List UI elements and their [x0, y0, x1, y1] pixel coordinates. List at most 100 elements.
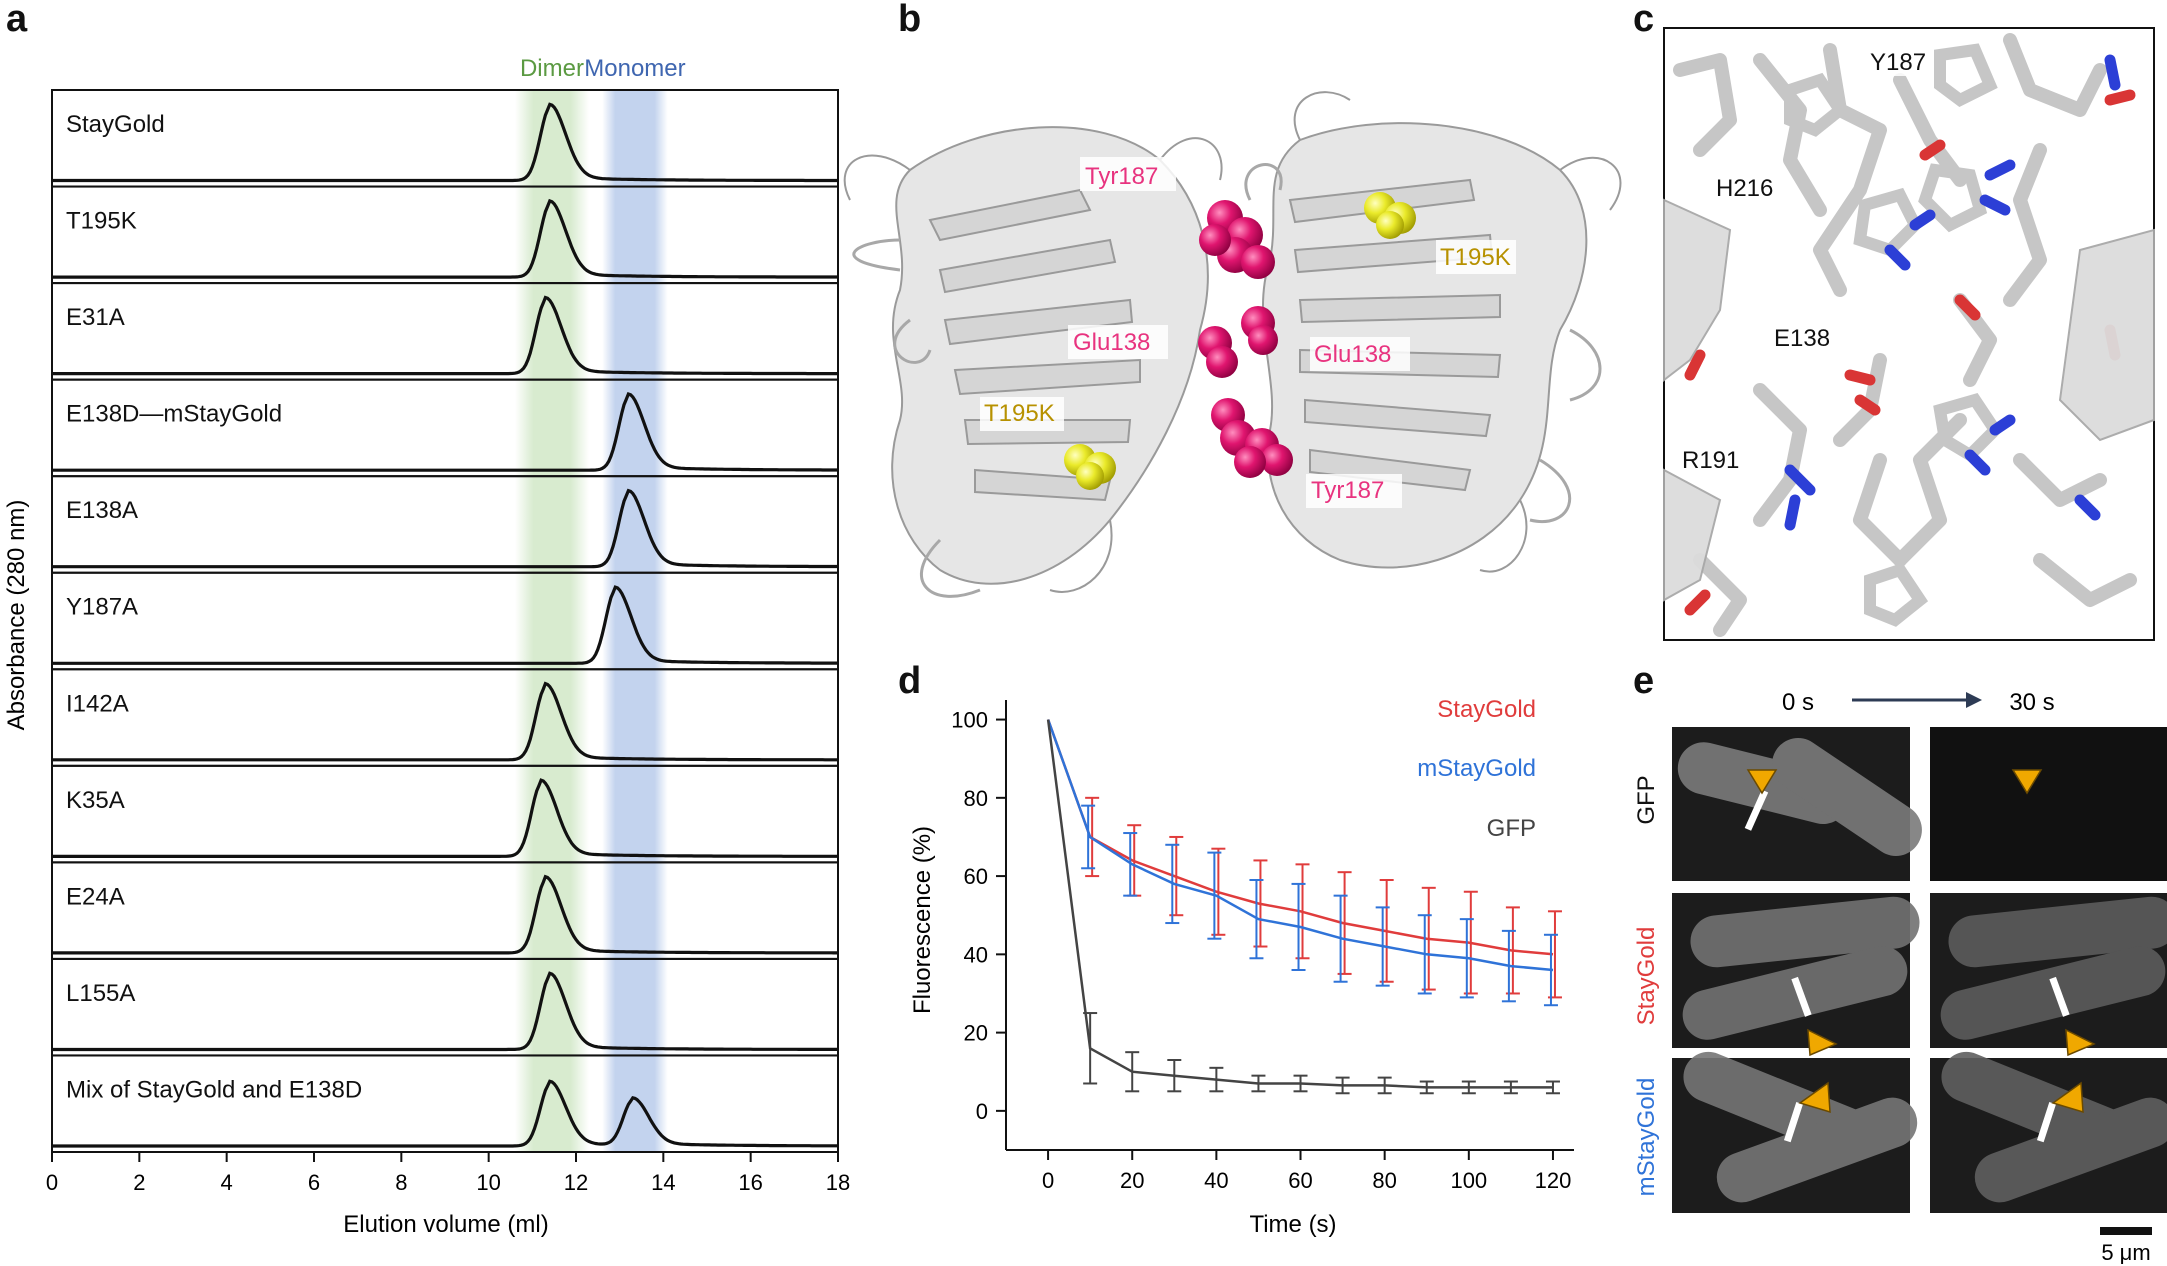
- trace-frame: [51, 957, 839, 1057]
- x-tick-label: 60: [1288, 1168, 1312, 1193]
- panel-c-closeup: Y187 H216 E138 R191: [1663, 27, 2155, 641]
- trace-label: Y187A: [66, 594, 138, 621]
- micrograph-staygold-0s: [1672, 893, 1920, 1057]
- scale-bar: [2100, 1227, 2152, 1235]
- tyr187-spheres-bottom: [1211, 398, 1293, 478]
- panel-a-xlabel: Elution volume (ml): [343, 1211, 548, 1238]
- glu138-spheres: [1198, 306, 1278, 378]
- svg-text:Y187: Y187: [1870, 49, 1926, 76]
- trace-label: E24A: [66, 883, 125, 910]
- x-tick-label: 8: [395, 1170, 407, 1195]
- svg-text:R191: R191: [1682, 447, 1739, 474]
- arrow-marker: [1746, 769, 1778, 795]
- band-dimer: [514, 90, 590, 1152]
- panel-b-structure: Tyr187 T195K Glu138 Glu138 T195K Tyr187: [843, 91, 1622, 598]
- row-label-staygold: StayGold: [1633, 927, 1660, 1026]
- x-tick-label: 6: [308, 1170, 320, 1195]
- x-tick-label: 4: [221, 1170, 233, 1195]
- trace-label: T195K: [66, 208, 137, 235]
- protein-ribbon-right: [1262, 91, 1622, 573]
- trace-frame: [51, 185, 839, 285]
- micrograph-gfp-0s: [1672, 727, 1922, 881]
- x-tick-label: 16: [738, 1170, 762, 1195]
- svg-text:Glu138: Glu138: [1073, 329, 1150, 356]
- y-tick-label: 100: [951, 708, 988, 733]
- time-arrowhead: [1966, 692, 1982, 708]
- micrograph-gfp-30s: [1930, 727, 2167, 881]
- residue-labels-c: Y187 H216 E138 R191: [1676, 44, 1932, 475]
- trace-frame: [51, 668, 839, 767]
- residue-label-tyr187-bottom: Tyr187: [1306, 474, 1402, 508]
- trace-line: [52, 391, 838, 472]
- trace-frame: [51, 282, 839, 381]
- series-mstaygold: [1046, 719, 1558, 1007]
- trace-line: [52, 681, 838, 762]
- trace-frame: [51, 475, 839, 574]
- trace-label: E138A: [66, 497, 138, 524]
- trace-line: [52, 198, 838, 279]
- svg-text:Tyr187: Tyr187: [1085, 163, 1158, 190]
- scale-bar-label: 5 μm: [2101, 1240, 2150, 1265]
- x-tick-label: 2: [133, 1170, 145, 1195]
- arrow-marker: [1807, 1028, 1838, 1057]
- svg-text:T195K: T195K: [1440, 244, 1511, 271]
- panel-e-micrographs: 0 s 30 s GFP StayGold mStayGold: [1633, 689, 2167, 1265]
- y-tick-label: 40: [964, 942, 988, 967]
- row-label-mstaygold: mStayGold: [1633, 1078, 1660, 1197]
- x-tick-label: 40: [1204, 1168, 1228, 1193]
- residue-label-tyr187-top: Tyr187: [1080, 157, 1176, 191]
- micrograph-mstaygold-0s: [1672, 1051, 1918, 1213]
- legend-gfp: GFP: [1487, 815, 1536, 842]
- legend-mstaygold: mStayGold: [1417, 755, 1536, 782]
- trace-label: I142A: [66, 690, 129, 717]
- y-tick-label: 0: [976, 1099, 988, 1124]
- x-tick-label: 0: [46, 1170, 58, 1195]
- x-tick-label: 20: [1120, 1168, 1144, 1193]
- legend-staygold: StayGold: [1437, 696, 1536, 723]
- micrograph-mstaygold-30s: [1930, 1051, 2167, 1213]
- y-tick-label: 60: [964, 864, 988, 889]
- svg-text:T195K: T195K: [984, 400, 1055, 427]
- svg-text:H216: H216: [1716, 175, 1773, 202]
- residue-label-glu138-left: Glu138: [1068, 325, 1168, 359]
- arrow-marker: [2051, 1081, 2084, 1114]
- x-tick-label: 10: [476, 1170, 500, 1195]
- arrow-marker: [2011, 769, 2043, 795]
- trace-label: E31A: [66, 304, 125, 331]
- sticks-nitrogen: [1784, 54, 2121, 531]
- time-end-label: 30 s: [2009, 689, 2054, 716]
- protein-loops: [852, 163, 1602, 598]
- trace-label: Mix of StayGold and E138D: [66, 1076, 362, 1103]
- micrograph-staygold-30s: [1930, 893, 2167, 1057]
- series-gfp: [1046, 719, 1560, 1095]
- x-tick-label: 120: [1535, 1168, 1572, 1193]
- panel-d-photobleaching-chart: 0 20 40 60 80 100 0 20 40 60 80 100 120 StayGold mSta…: [909, 696, 1574, 1238]
- x-tick-label: 12: [564, 1170, 588, 1195]
- trace-line: [52, 971, 838, 1052]
- trace-line: [52, 1079, 838, 1148]
- series-line: [1046, 719, 1554, 972]
- arrow-marker: [1798, 1081, 1831, 1114]
- x-tick-label: 14: [651, 1170, 675, 1195]
- arrow-marker: [2065, 1028, 2096, 1057]
- panel-a-chromatograms: Dimer Monomer StayGold T195K E31A E138D—mSta…: [3, 55, 850, 1238]
- x-tick-label: 0: [1042, 1168, 1054, 1193]
- trace-frame: [51, 89, 839, 188]
- x-tick-label: 100: [1450, 1168, 1487, 1193]
- y-tick-label: 80: [964, 786, 988, 811]
- time-start-label: 0 s: [1782, 689, 1814, 716]
- trace-label: E138D—mStayGold: [66, 401, 282, 428]
- panel-letter-d: d: [898, 660, 922, 702]
- trace-frame: [51, 764, 839, 864]
- series-line: [1046, 719, 1554, 956]
- band-monomer: [602, 90, 668, 1152]
- sheet-ribbons-c: [1663, 198, 2155, 602]
- panel-letter-a: a: [6, 0, 28, 40]
- x-tick-label: 18: [826, 1170, 850, 1195]
- svg-text:Glu138: Glu138: [1314, 341, 1391, 368]
- trace-label: L155A: [66, 980, 135, 1007]
- trace-label: StayGold: [66, 111, 165, 138]
- residue-label-t195k-top: T195K: [1436, 240, 1516, 274]
- panel-a-ylabel: Absorbance (280 nm): [3, 500, 30, 731]
